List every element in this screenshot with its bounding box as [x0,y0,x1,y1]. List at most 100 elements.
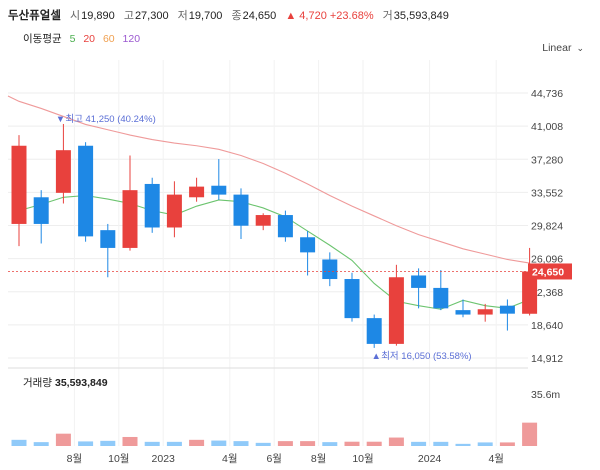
volume-panel-label: 거래량 35,593,849 [23,375,108,390]
candle-body [11,145,27,224]
scale-selector[interactable]: Linear ⌄ [542,42,584,54]
x-tick-label: 8월 [311,453,327,465]
candle-body [477,309,493,315]
ma-20[interactable]: 20 [83,33,96,45]
min-marker-arrow: ▲ [371,351,380,362]
open-label: 시 [69,10,81,22]
volume-bar [166,441,182,446]
x-tick-label: 10월 [108,453,129,465]
y-tick-label: 26,096 [531,254,563,266]
ma5-line [18,194,530,310]
candle-body [189,186,205,198]
y-tick-label: 29,824 [531,221,563,233]
volume-bar [477,442,493,446]
y-tick-label: 44,736 [531,88,563,100]
candle-body [344,279,360,319]
volume-bar [255,442,271,446]
min-marker-label: 최저 16,050 (53.58%) [381,351,471,362]
candle-body [144,183,160,228]
volume-bar [522,422,538,446]
y-tick-label: 14,912 [531,353,563,365]
ma-label: 이동평균 [23,33,62,45]
stock-name: 두산퓨얼셀 [8,10,61,22]
candle-body [255,215,271,226]
volume-bar [300,441,316,446]
change-value: ▲ 4,720 +23.68% [285,10,374,22]
volume-panel-title: 거래량 [23,377,52,389]
candle-body [122,190,138,248]
candle-body [388,277,404,344]
volume-bar [33,442,49,446]
high-value: 27,300 [134,10,169,22]
candle-body [433,287,449,309]
y-tick-label: 41,008 [531,121,563,133]
current-price-badge [528,263,572,280]
volume-bar [211,440,227,446]
y-tick-label: 18,640 [531,320,563,332]
x-tick-label: 8월 [67,453,83,465]
volume-value: 35,593,849 [393,10,449,22]
ma20-line [7,95,530,264]
volume-bar [344,441,360,446]
x-tick-label: 10월 [352,453,373,465]
y-tick-label: 33,552 [531,187,563,199]
x-tick-label: 4월 [488,453,504,465]
volume-bar [55,433,71,446]
volume-bar [455,443,471,446]
volume-tick-label: 35.6m [531,389,560,401]
volume-bar [11,439,27,446]
open-value: 19,890 [81,10,115,22]
candle-body [233,194,249,226]
candle-body [455,310,471,315]
candle-body [100,230,116,248]
ma-120[interactable]: 120 [122,33,141,45]
volume-bar [322,442,338,446]
volume-bar [233,441,249,446]
max-marker-arrow: ▼ [56,114,65,125]
volume-label: 거 [382,10,393,22]
volume-bar [78,441,94,446]
candle-body [322,259,338,280]
volume-bar [388,437,404,446]
close-value: 24,650 [242,10,277,22]
current-price-label: 24,650 [532,266,564,278]
x-tick-label: 2023 [152,453,176,465]
volume-bar [100,440,116,446]
volume-panel-value: 35,593,849 [54,377,108,389]
candle-body [78,145,94,237]
volume-bar [499,442,515,446]
candle-body [166,194,182,228]
x-tick-label: 6월 [266,453,282,465]
volume-bar [433,441,449,446]
x-tick-label: 2024 [418,453,442,465]
candle-body [55,150,71,193]
candle-body [366,318,382,344]
candle-body [33,197,49,224]
y-tick-label: 22,368 [531,287,563,299]
volume-bar [277,441,293,446]
volume-bar [366,441,382,446]
low-label: 저 [177,10,188,22]
volume-bar [411,441,427,446]
high-label: 고 [123,10,134,22]
candle-body [277,215,293,238]
scale-value: Linear [542,42,572,54]
volume-bar [144,441,160,446]
candle-body [300,237,316,253]
chevron-down-icon: ⌄ [576,43,584,53]
volume-bar [189,439,205,446]
candle-body [411,275,427,288]
stock-header: 두산퓨얼셀 시19,890 고27,300 저19,700 종24,650 ▲ … [8,7,455,23]
ma-5[interactable]: 5 [69,33,76,45]
max-marker-label: 최고 41,250 (40.24%) [65,114,155,125]
x-tick-label: 4월 [222,453,238,465]
low-value: 19,700 [188,10,223,22]
y-tick-label: 37,280 [531,154,563,166]
candle-body [522,271,538,314]
candle-body [499,305,515,314]
close-label: 종 [231,10,242,22]
moving-average-legend[interactable]: 이동평균 5 20 60 120 [23,31,145,46]
ma-60[interactable]: 60 [102,33,115,45]
volume-bar [122,436,138,446]
